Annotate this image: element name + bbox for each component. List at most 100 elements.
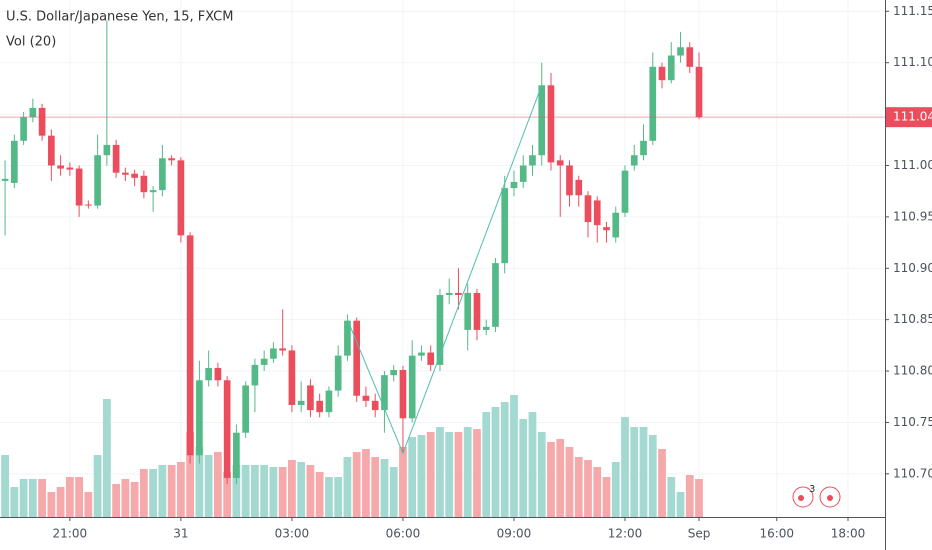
- candle-body: [140, 175, 148, 193]
- volume-bar: [482, 412, 491, 517]
- candle-body: [436, 294, 444, 365]
- candle-body: [390, 370, 398, 376]
- volume-bar: [278, 467, 287, 517]
- volume-bar: [306, 465, 315, 517]
- last-price-box: [886, 107, 932, 128]
- y-tick-label: 110.850: [893, 312, 932, 326]
- event-icons[interactable]: 3: [792, 484, 841, 508]
- volume-bar: [260, 465, 269, 517]
- candle-body: [38, 107, 46, 136]
- volume-bar: [167, 465, 176, 517]
- volume-bar: [473, 429, 481, 517]
- x-tick-label: 06:00: [386, 527, 421, 541]
- grid: [0, 0, 885, 517]
- y-tick-label: 111.150: [893, 4, 932, 18]
- volume-bar: [19, 479, 28, 517]
- candle-body: [251, 364, 259, 386]
- volume-bar: [648, 435, 657, 517]
- volume-bar: [426, 432, 435, 517]
- candle-body: [667, 55, 675, 81]
- volume-bar: [269, 467, 278, 517]
- volume-bar: [399, 447, 407, 517]
- candle-body: [658, 66, 666, 81]
- x-tick-label: Sep: [688, 527, 711, 541]
- volume-bar: [10, 487, 19, 517]
- candle-body: [1, 178, 9, 181]
- volume-bar: [130, 482, 139, 517]
- candle-body: [593, 200, 601, 226]
- candle-body: [214, 367, 222, 381]
- candle-body: [538, 85, 546, 156]
- volume-bar: [352, 452, 361, 517]
- volume-bar: [528, 412, 537, 517]
- volume-bar: [565, 447, 574, 517]
- volume-bar: [639, 427, 648, 517]
- x-tick-label: 12:00: [608, 527, 643, 541]
- candle-body: [547, 85, 555, 163]
- candle-body: [603, 227, 610, 231]
- x-tick-label: 16:00: [759, 527, 794, 541]
- volume-label: Vol (20): [6, 35, 56, 50]
- candle-body: [640, 140, 647, 156]
- volume-bar: [519, 419, 528, 517]
- candle-body: [529, 155, 536, 166]
- candle-body: [575, 179, 583, 196]
- candle-body: [131, 173, 138, 178]
- candle-body: [196, 380, 203, 456]
- volume-bar: [93, 455, 102, 517]
- candle-body: [399, 370, 407, 419]
- candle-body: [205, 367, 212, 381]
- volume-bar: [121, 479, 130, 517]
- volume-bar: [454, 432, 463, 517]
- candle-body: [57, 165, 64, 169]
- volume-bar: [297, 462, 306, 517]
- event-dot: [827, 495, 833, 501]
- volume-bar: [214, 452, 222, 517]
- volume-bar: [685, 475, 694, 517]
- event-dot: [798, 495, 804, 501]
- candle-body: [85, 204, 92, 206]
- volume-bar: [491, 407, 500, 517]
- candle-body: [279, 348, 286, 351]
- candle-body: [695, 66, 703, 118]
- candle-body: [344, 320, 351, 356]
- volume-layer: [1, 395, 703, 517]
- volume-bar: [621, 417, 629, 517]
- volume-bar: [112, 484, 121, 517]
- volume-bar: [547, 442, 555, 517]
- volume-bar: [510, 395, 518, 517]
- candle-body: [297, 400, 305, 405]
- volume-bar: [389, 467, 398, 517]
- volume-bar: [611, 462, 620, 517]
- candle-body: [325, 390, 333, 413]
- volume-bar: [28, 479, 37, 517]
- volume-bar: [334, 477, 343, 517]
- candle-body: [122, 172, 129, 175]
- candle-body: [288, 350, 296, 405]
- candle-body: [408, 355, 416, 419]
- candle-body: [260, 358, 268, 365]
- volume-bar: [241, 465, 250, 517]
- candle-body: [149, 190, 157, 193]
- candle-body: [168, 158, 175, 161]
- candle-body: [270, 348, 277, 359]
- x-tick-label: 31: [173, 527, 188, 541]
- candle-body: [473, 292, 481, 330]
- volume-bar: [315, 472, 324, 517]
- volume-bar: [630, 427, 639, 517]
- candle-body: [362, 395, 370, 401]
- volume-bar: [602, 477, 611, 517]
- volume-bar: [204, 455, 213, 517]
- volume-bar: [658, 449, 666, 517]
- volume-bar: [139, 469, 148, 517]
- candle-body: [427, 352, 435, 365]
- candle-body: [66, 167, 74, 170]
- x-tick-label: 21:00: [53, 527, 88, 541]
- volume-bar: [574, 457, 583, 517]
- candle-body: [11, 140, 18, 183]
- candle-layer: [1, 20, 703, 485]
- volume-bar: [1, 455, 9, 517]
- y-tick-label: 110.950: [893, 209, 932, 223]
- axis-layer: 110.700 110.750 110.800 110.850 110.900 110.9…: [53, 4, 932, 541]
